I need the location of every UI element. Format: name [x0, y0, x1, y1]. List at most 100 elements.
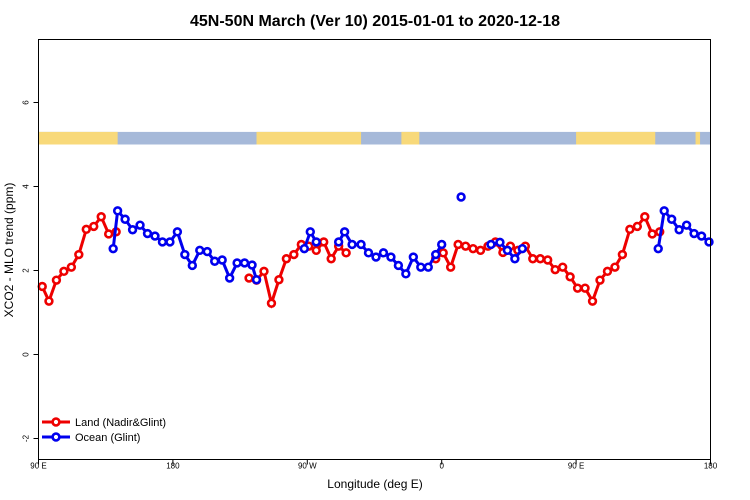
data-point — [408, 252, 419, 262]
data-point — [423, 262, 433, 272]
land-band-segment — [576, 131, 656, 145]
plot-frame — [38, 39, 711, 460]
data-point — [401, 269, 411, 279]
series-layer — [37, 192, 714, 309]
data-point — [681, 220, 692, 230]
y-tick-label: 0 — [22, 352, 31, 357]
data-point — [341, 248, 351, 258]
x-tick-label: 0 — [439, 462, 444, 471]
data-point — [319, 237, 329, 247]
data-point — [247, 260, 257, 270]
legend-item: Ocean (Glint) — [42, 432, 140, 444]
y-axis-label: XCO2 - MLO trend (ppm) — [2, 183, 16, 318]
data-point — [610, 262, 620, 272]
data-point — [659, 206, 669, 216]
data-point — [127, 225, 138, 235]
data-point — [311, 245, 321, 256]
data-point — [202, 246, 212, 257]
data-point — [239, 258, 250, 268]
data-point — [460, 241, 471, 251]
data-point — [528, 254, 538, 264]
data-point — [386, 252, 396, 262]
data-point — [274, 275, 284, 285]
y-tick-label: 6 — [22, 100, 31, 105]
legend: Land (Nadir&Glint) Ocean (Glint) — [42, 417, 166, 444]
data-point — [311, 237, 321, 247]
data-point — [59, 266, 69, 277]
data-point — [456, 192, 466, 202]
land-ocean-band — [38, 131, 711, 145]
data-point — [251, 275, 262, 285]
data-point — [244, 273, 254, 283]
series-ocean — [108, 192, 714, 285]
x-axis: 90 E 180 90 W 0 90 E 180 — [30, 459, 718, 471]
data-point — [453, 239, 463, 250]
data-point — [543, 255, 553, 265]
data-point — [674, 225, 684, 235]
data-point — [438, 248, 448, 258]
data-point — [172, 227, 183, 237]
land-band-segment — [695, 131, 701, 145]
data-point — [393, 260, 404, 271]
data-point — [195, 245, 205, 256]
data-point — [81, 224, 91, 235]
data-point — [431, 249, 441, 260]
y-tick-label: 4 — [22, 184, 31, 189]
data-point — [632, 221, 643, 232]
data-point — [502, 245, 513, 256]
data-point — [640, 212, 650, 222]
data-point — [486, 239, 496, 250]
data-point — [187, 260, 198, 271]
data-point — [210, 256, 220, 266]
data-point — [557, 262, 568, 272]
land-band-segment — [401, 131, 420, 145]
data-point — [378, 248, 389, 258]
data-point — [281, 254, 292, 264]
x-tick-label: 180 — [166, 462, 180, 471]
data-point — [704, 237, 714, 247]
data-point — [339, 227, 350, 237]
data-point — [305, 227, 315, 237]
data-point — [535, 254, 545, 264]
legend-marker — [51, 417, 61, 427]
y-tick-label: 2 — [22, 268, 31, 273]
data-point — [495, 237, 505, 248]
data-point — [224, 273, 235, 283]
data-point — [347, 239, 357, 250]
legend-label: Ocean (Glint) — [75, 432, 140, 444]
data-point — [617, 249, 628, 260]
chart-title: 45N-50N March (Ver 10) 2015-01-01 to 202… — [190, 13, 560, 30]
x-tick-label: 90 E — [568, 462, 584, 471]
data-point — [666, 214, 677, 224]
series-line — [111, 207, 258, 282]
data-point — [44, 296, 54, 306]
data-point — [51, 275, 62, 285]
data-point — [103, 229, 114, 239]
data-point — [165, 237, 175, 247]
data-point — [217, 255, 227, 265]
legend-label: Land (Nadir&Glint) — [75, 417, 166, 429]
data-point — [259, 266, 269, 277]
land-band-segment — [256, 131, 362, 145]
series-land — [37, 212, 665, 309]
data-point — [142, 228, 153, 239]
data-point — [180, 249, 190, 260]
data-point — [266, 298, 277, 308]
data-point — [289, 249, 299, 260]
data-point — [363, 248, 374, 258]
data-point — [696, 231, 707, 241]
data-point — [371, 252, 381, 262]
data-point — [595, 275, 605, 285]
data-point — [625, 224, 635, 235]
data-point — [475, 245, 486, 256]
data-point — [112, 206, 123, 216]
data-point — [653, 243, 663, 254]
data-point — [37, 281, 47, 292]
data-point — [550, 264, 560, 275]
data-point — [89, 221, 99, 232]
data-point — [517, 243, 528, 254]
data-point — [416, 262, 426, 272]
data-point — [468, 243, 478, 254]
data-point — [647, 229, 657, 239]
